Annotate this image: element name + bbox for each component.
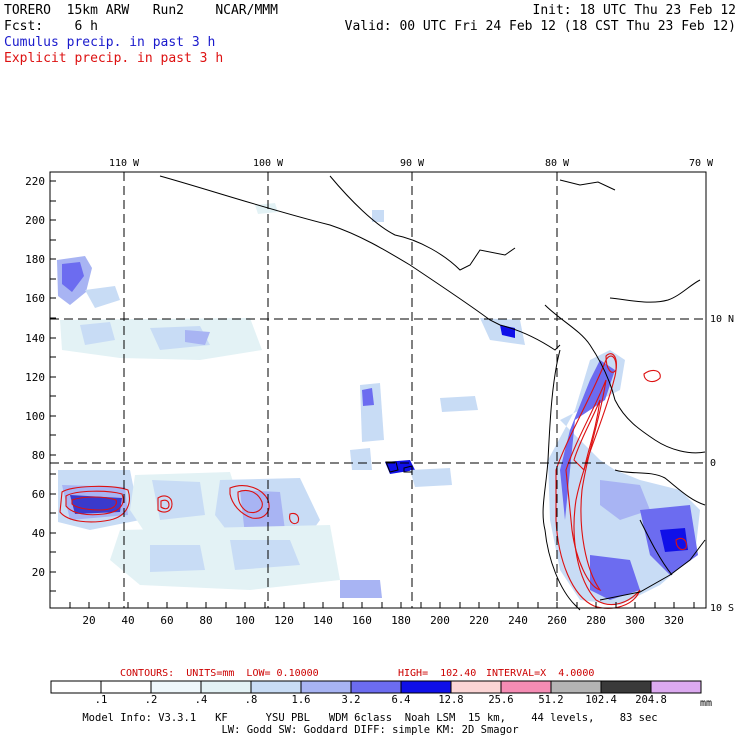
- lon-label: 70 W: [689, 158, 714, 169]
- colorbar-swatch: [550, 680, 602, 694]
- y-tick-label: 180: [25, 253, 45, 266]
- colorbar-swatch: [300, 680, 352, 694]
- x-tick-labels: 20 40 60 80 100 120 140 160 180 200 220 …: [82, 614, 684, 627]
- colorbar-label: 6.4: [392, 694, 411, 706]
- physics-info: LW: Godd SW: Goddard DIFF: simple KM: 2D…: [221, 724, 519, 736]
- longitude-labels: 110 W 100 W 90 W 80 W 70 W: [109, 158, 714, 169]
- lon-label: 80 W: [545, 158, 570, 169]
- colorbar-swatch: [350, 680, 402, 694]
- x-tick-label: 280: [586, 614, 606, 627]
- y-tick-label: 220: [25, 175, 45, 188]
- colorbar-swatch: [600, 680, 652, 694]
- lat-label: 10 N: [710, 314, 734, 325]
- coastlines: [159, 175, 706, 611]
- x-tick-label: 100: [235, 614, 255, 627]
- x-tick-label: 140: [313, 614, 333, 627]
- cumulus-precip-areas: [57, 203, 700, 605]
- x-tick-label: 160: [352, 614, 372, 627]
- x-tick-label: 240: [508, 614, 528, 627]
- colorbar-label: .8: [245, 694, 258, 706]
- colorbar-swatch: [400, 680, 452, 694]
- y-tick-label: 20: [32, 566, 45, 579]
- colorbar-swatch: [650, 680, 702, 694]
- contour-high: HIGH= 102.40: [398, 668, 477, 679]
- lat-label: 10 S: [710, 603, 734, 614]
- x-tick-label: 180: [391, 614, 411, 627]
- x-tick-label: 200: [430, 614, 450, 627]
- y-tick-label: 160: [25, 292, 45, 305]
- y-tick-labels: 220 200 180 160 140 120 100 80 60 40 20: [25, 175, 45, 579]
- colorbar-swatch: [50, 680, 102, 694]
- lat-label: 0: [710, 458, 716, 469]
- y-tick-label: 80: [32, 449, 45, 462]
- colorbar-unit: mm: [700, 698, 712, 709]
- legend-explicit: Explicit precip. in past 3 h: [4, 51, 224, 66]
- valid-time: Valid: 00 UTC Fri 24 Feb 12 (18 CST Thu …: [344, 19, 736, 34]
- colorbar-label: .2: [145, 694, 158, 706]
- latitude-labels: 10 N 0 10 S: [710, 314, 734, 614]
- colorbar-label: 3.2: [342, 694, 361, 706]
- lon-label: 100 W: [253, 158, 284, 169]
- colorbar-swatch: [250, 680, 302, 694]
- colorbar-swatch: [150, 680, 202, 694]
- x-tick-label: 300: [625, 614, 645, 627]
- x-tick-label: 20: [82, 614, 95, 627]
- colorbar-label: 12.8: [438, 694, 463, 706]
- colorbar-label: 204.8: [635, 694, 667, 706]
- colorbar-swatch: [100, 680, 152, 694]
- colorbar-label: 1.6: [292, 694, 311, 706]
- x-tick-label: 320: [664, 614, 684, 627]
- y-tick-label: 100: [25, 410, 45, 423]
- colorbar-label: 25.6: [488, 694, 513, 706]
- colorbar-label: .4: [195, 694, 208, 706]
- colorbar-label: .1: [95, 694, 108, 706]
- y-tick-label: 200: [25, 214, 45, 227]
- legend-cumulus: Cumulus precip. in past 3 h: [4, 35, 216, 50]
- contour-interval: INTERVAL=X 4.0000: [486, 668, 595, 679]
- colorbar-label: 51.2: [538, 694, 563, 706]
- colorbar: .1 .2 .4 .8 1.6 3.2 6.4 12.8 25.6 51.2 1…: [50, 680, 712, 709]
- colorbar-label: 102.4: [585, 694, 617, 706]
- x-tick-label: 120: [274, 614, 294, 627]
- y-tick-label: 120: [25, 371, 45, 384]
- explicit-precip-contours: [59, 353, 687, 609]
- contour-units-low: CONTOURS: UNITS=mm LOW= 0.10000: [120, 668, 319, 679]
- x-tick-label: 60: [160, 614, 173, 627]
- lon-label: 90 W: [400, 158, 425, 169]
- x-tick-label: 260: [547, 614, 567, 627]
- model-title: TORERO 15km ARW Run2 NCAR/MMM: [4, 3, 278, 18]
- y-tick-label: 60: [32, 488, 45, 501]
- lon-label: 110 W: [109, 158, 140, 169]
- colorbar-swatch: [500, 680, 552, 694]
- x-tick-label: 40: [121, 614, 134, 627]
- x-tick-label: 220: [469, 614, 489, 627]
- colorbar-swatch: [200, 680, 252, 694]
- map-frame: [49, 171, 707, 609]
- model-info: Model Info: V3.3.1 KF YSU PBL WDM 6class…: [82, 712, 658, 724]
- colorbar-swatch: [450, 680, 502, 694]
- x-tick-label: 80: [199, 614, 212, 627]
- y-tick-label: 140: [25, 332, 45, 345]
- y-tick-label: 40: [32, 527, 45, 540]
- init-time: Init: 18 UTC Thu 23 Feb 12: [532, 3, 737, 18]
- forecast-hour: Fcst: 6 h: [4, 19, 98, 34]
